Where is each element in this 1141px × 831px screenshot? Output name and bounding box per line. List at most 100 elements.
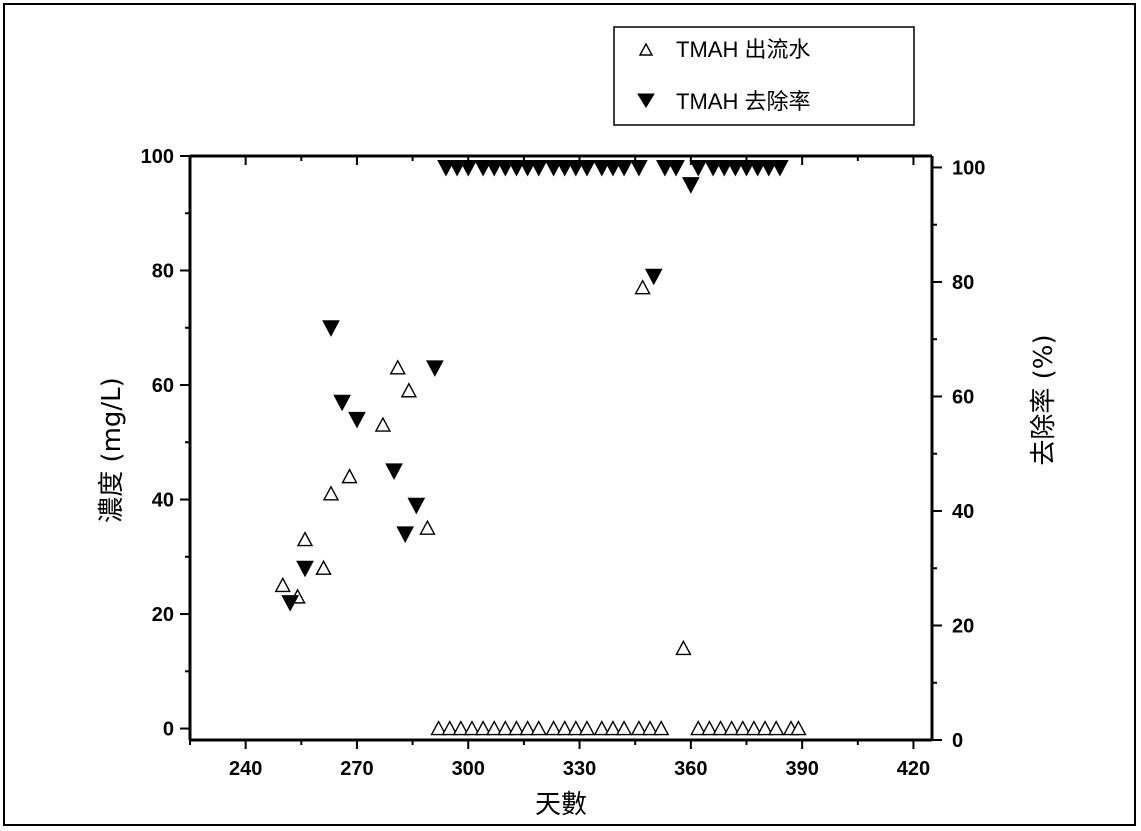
effluent-point	[734, 720, 751, 736]
legend-label-removal: TMAH 去除率	[676, 89, 810, 114]
removal-point	[737, 159, 756, 177]
x-tick-label: 270	[340, 758, 373, 780]
removal-point	[448, 159, 466, 177]
removal-point	[507, 159, 526, 177]
effluent-point	[389, 359, 406, 375]
removal-point	[630, 159, 648, 177]
effluent-point	[341, 468, 358, 484]
removal-point	[426, 360, 444, 377]
effluent-point	[274, 576, 291, 593]
effluent-point	[374, 416, 392, 432]
effluent-point	[756, 720, 774, 736]
x-tick-label: 390	[785, 758, 818, 780]
effluent-point	[701, 720, 718, 736]
ticks: 240 270 300 330 360 390 420 0 20 40 60 80 100 0 20 40 60…	[141, 146, 986, 780]
removal-point	[544, 159, 563, 177]
x-tick-label: 300	[452, 758, 485, 780]
effluent-point	[508, 720, 525, 736]
removal-point	[385, 463, 403, 480]
legend-item-removal: TMAH 去除率	[637, 89, 810, 114]
removal-point	[726, 159, 745, 177]
effluent-point	[567, 720, 585, 736]
y-right-tick-label: 80	[952, 272, 974, 294]
effluent-point	[315, 559, 332, 575]
effluent-point	[400, 382, 418, 398]
effluent-point	[652, 720, 670, 736]
removal-point	[567, 159, 585, 177]
effluent-point	[690, 720, 707, 736]
effluent-point	[486, 720, 503, 736]
effluent-point	[768, 720, 785, 736]
y-axis-right-title: 去除率 (%)	[1029, 334, 1059, 465]
y-right-tick-label: 100	[952, 157, 985, 179]
removal-point	[333, 394, 351, 412]
figure-frame	[3, 3, 1136, 826]
removal-point	[459, 159, 478, 177]
effluent-point	[675, 639, 692, 656]
removal-point	[496, 159, 515, 177]
removal-point	[592, 159, 611, 177]
removal-point	[704, 159, 722, 177]
y-right-tick-label: 40	[952, 501, 974, 523]
effluent-point	[578, 720, 596, 736]
removal-point	[689, 159, 708, 177]
y-axis-left-title: 濃度 (mg/L)	[97, 377, 127, 523]
removal-point	[396, 526, 415, 543]
effluent-point	[430, 720, 447, 736]
effluent-point	[745, 720, 763, 736]
removal-point	[682, 177, 700, 194]
axes	[188, 154, 934, 742]
effluent-point	[545, 720, 562, 736]
removal-point	[348, 411, 366, 429]
removal-point	[771, 159, 789, 177]
effluent-point	[593, 720, 610, 736]
effluent-point	[452, 720, 470, 736]
x-axis-title: 天數	[535, 790, 587, 820]
effluent-point	[615, 720, 633, 736]
x-tick-label: 240	[229, 758, 262, 780]
legend-item-effluent: TMAH 出流水	[638, 37, 810, 62]
y-right-tick-label: 0	[952, 730, 963, 752]
y-left-tick-label: 60	[152, 375, 174, 397]
effluent-point	[712, 720, 729, 736]
legend-label-effluent: TMAH 出流水	[676, 37, 810, 62]
removal-point	[615, 159, 633, 177]
effluent-point	[723, 720, 740, 736]
effluent-point	[641, 720, 659, 736]
y-left-tick-label: 80	[152, 261, 174, 283]
removal-point	[578, 159, 596, 177]
y-right-tick-label: 20	[952, 615, 974, 637]
legend: TMAH 出流水 TMAH 去除率	[613, 26, 915, 126]
series-effluent	[274, 279, 807, 736]
removal-point	[555, 159, 574, 177]
effluent-point	[463, 720, 481, 736]
removal-point	[656, 159, 674, 177]
effluent-point	[322, 485, 340, 501]
effluent-point	[497, 720, 514, 736]
effluent-point	[519, 720, 536, 736]
removal-point	[518, 159, 537, 177]
legend-box	[613, 26, 915, 126]
effluent-point	[474, 720, 492, 736]
removal-point	[485, 159, 504, 177]
effluent-point	[441, 720, 458, 736]
x-tick-label: 330	[563, 758, 596, 780]
removal-point	[604, 159, 622, 177]
effluent-point	[630, 720, 648, 736]
y-left-tick-label: 40	[152, 490, 174, 512]
effluent-point	[604, 720, 622, 736]
removal-point	[748, 159, 767, 177]
removal-point	[759, 159, 778, 177]
removal-point	[322, 320, 340, 337]
effluent-point	[634, 279, 651, 295]
removal-point	[667, 159, 685, 177]
x-tick-label: 420	[897, 758, 930, 780]
removal-point	[529, 159, 548, 177]
y-right-tick-label: 60	[952, 386, 974, 408]
removal-point	[644, 268, 663, 286]
y-left-tick-label: 100	[141, 146, 174, 168]
series-removal	[281, 159, 789, 612]
effluent-point	[530, 720, 547, 736]
effluent-point	[556, 720, 573, 736]
